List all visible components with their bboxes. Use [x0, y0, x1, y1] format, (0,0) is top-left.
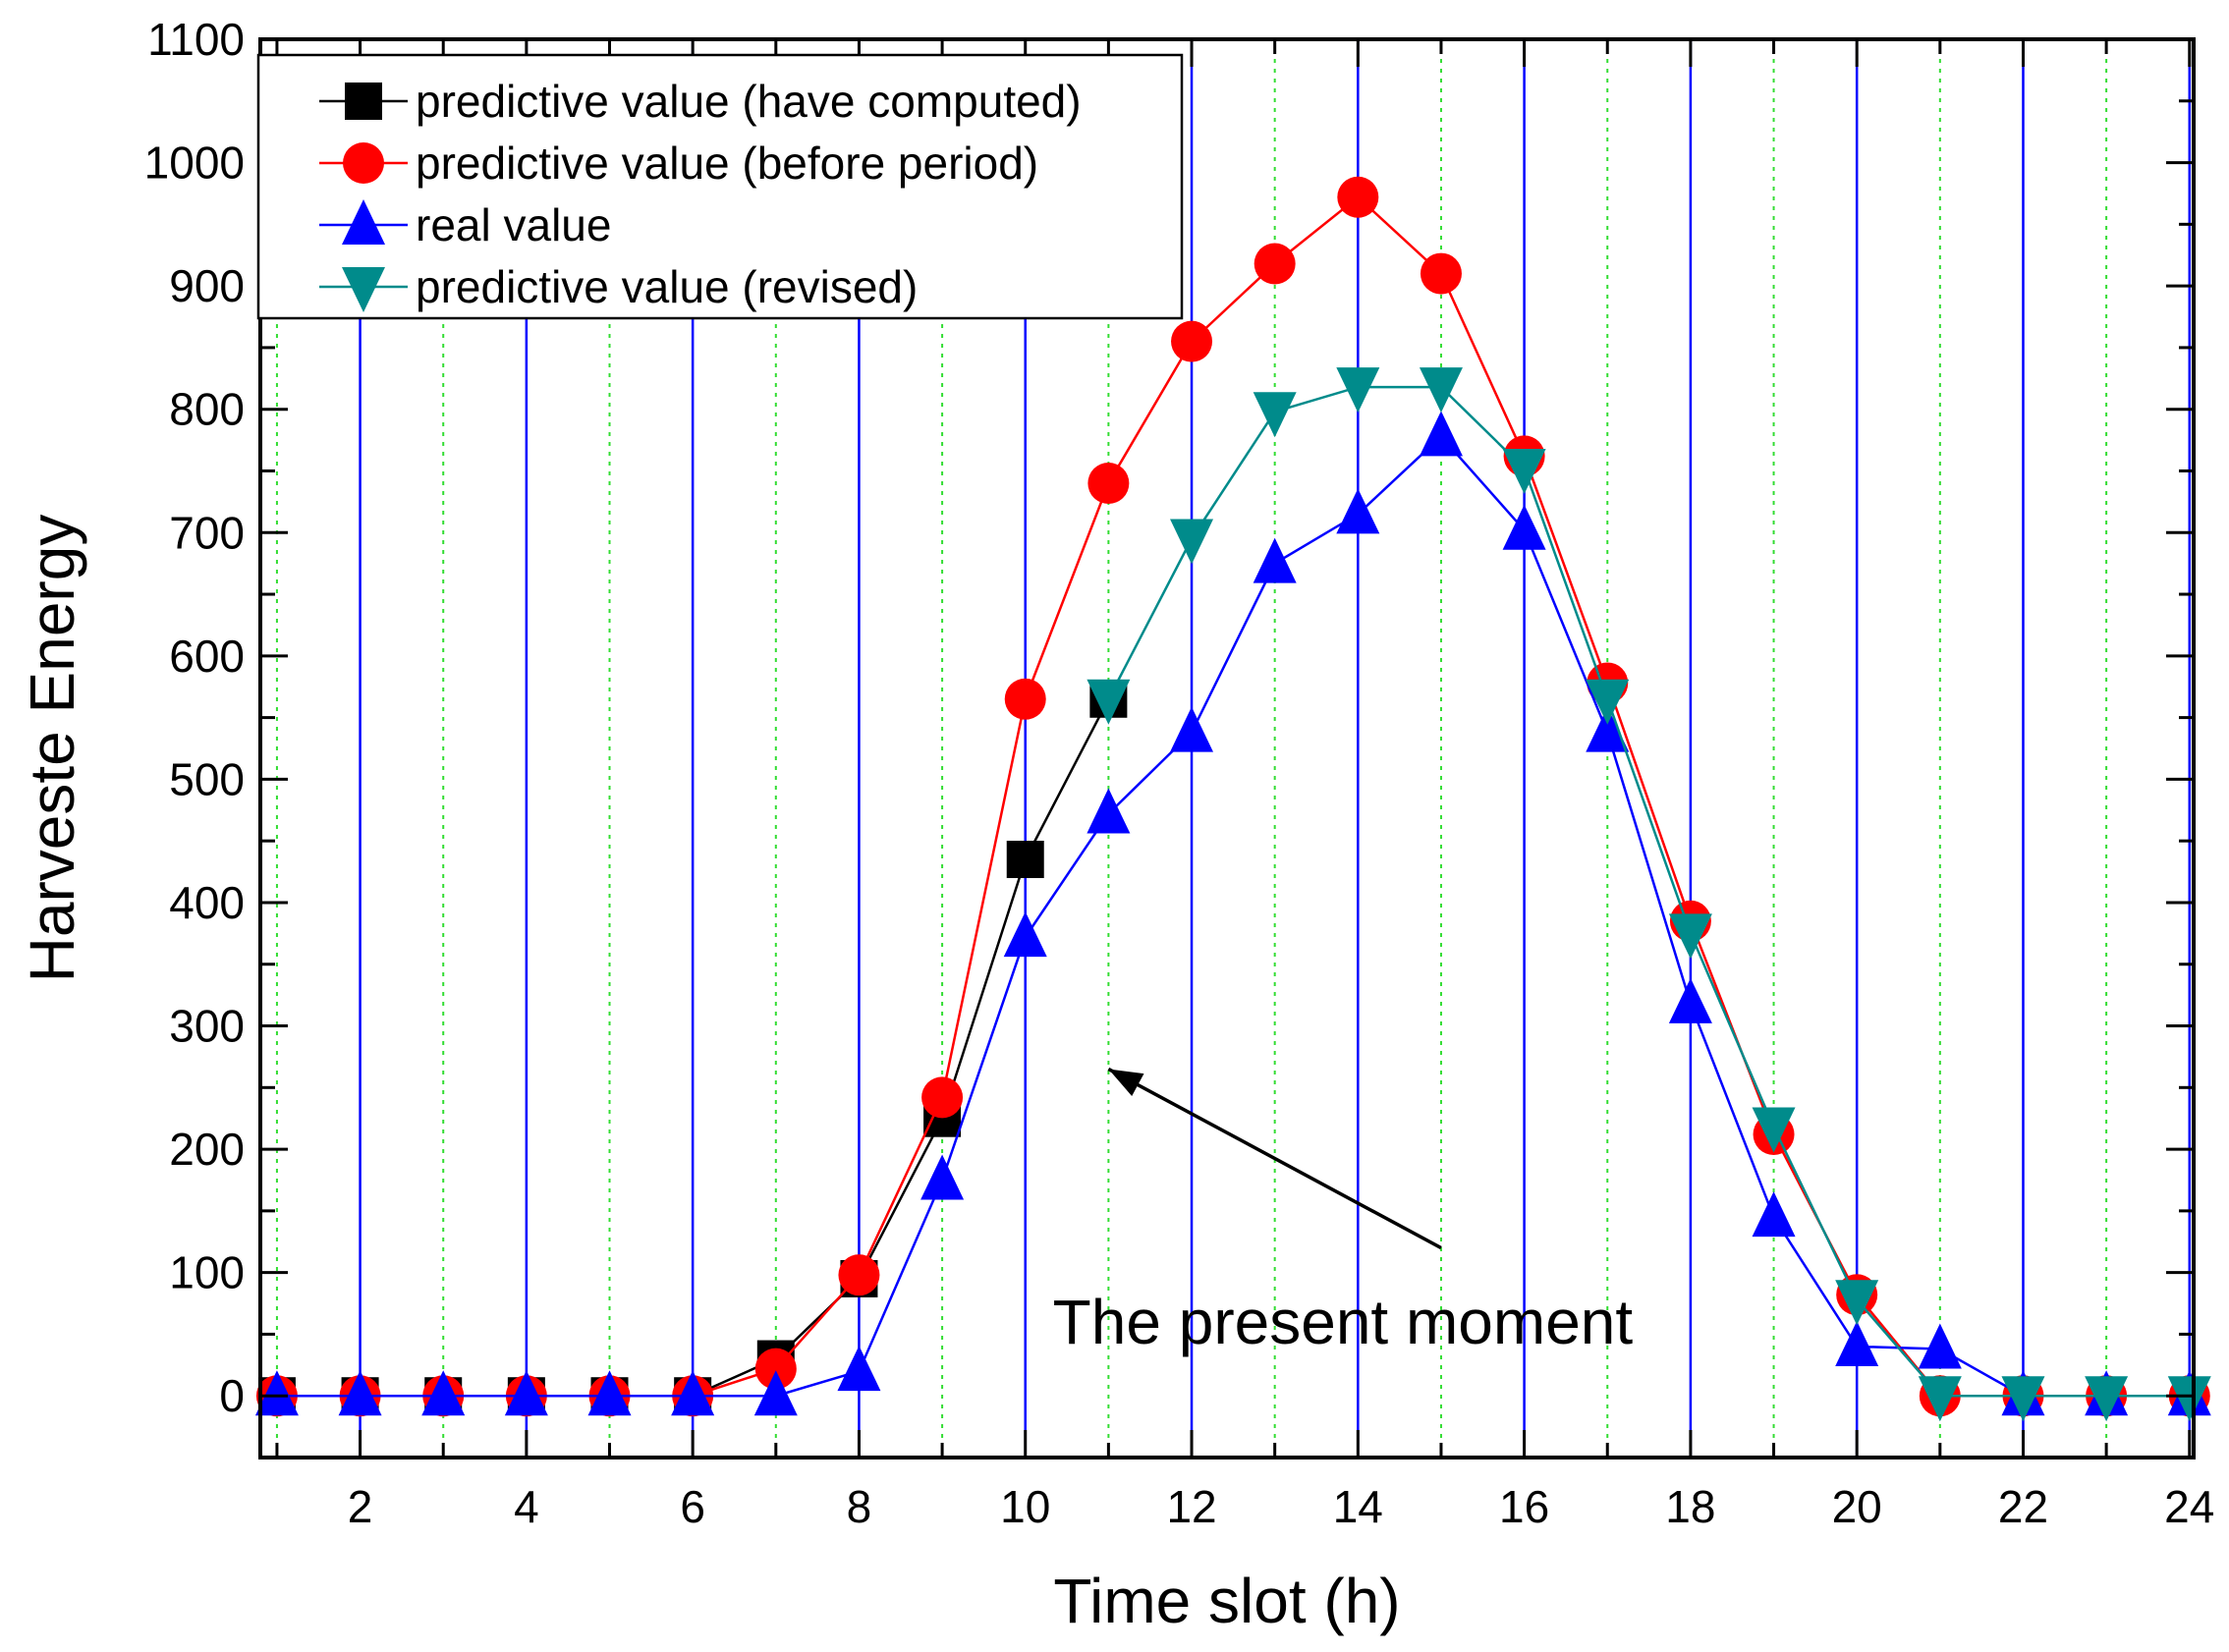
data-point — [921, 1076, 964, 1119]
data-point — [2167, 1376, 2211, 1422]
y-tick-label: 700 — [169, 507, 245, 558]
data-point — [1170, 519, 1214, 565]
annotation-label: The present moment — [1053, 1287, 1634, 1357]
annotation-arrow-line — [1107, 1067, 1442, 1250]
data-point — [1087, 679, 1131, 725]
x-tick-label: 2 — [348, 1481, 373, 1532]
data-point — [587, 1370, 632, 1416]
series-line — [276, 434, 2190, 1398]
y-tick-label: 1000 — [144, 138, 245, 189]
data-point — [1337, 176, 1379, 218]
y-tick-label: 800 — [169, 384, 245, 435]
series-3 — [254, 411, 2211, 1416]
legend-entry: predictive value (have computed) — [416, 76, 1082, 127]
legend-marker — [345, 83, 382, 120]
y-tick-label: 100 — [169, 1247, 245, 1298]
data-point — [1835, 1280, 1879, 1326]
y-tick-label: 300 — [169, 1001, 245, 1052]
data-point — [504, 1370, 548, 1416]
data-point — [1253, 392, 1297, 438]
data-point — [1918, 1323, 1962, 1369]
y-tick-label: 900 — [169, 260, 245, 311]
x-tick-label: 6 — [680, 1481, 705, 1532]
y-tick-label: 400 — [169, 877, 245, 928]
data-point — [1752, 1107, 1796, 1153]
y-axis-title: Harveste Energy — [17, 515, 87, 983]
data-point — [920, 1154, 965, 1200]
x-tick-label: 22 — [1998, 1481, 2048, 1532]
x-tick-label: 24 — [2164, 1481, 2214, 1532]
data-point — [2001, 1376, 2045, 1422]
data-point — [1253, 537, 1297, 583]
data-point — [753, 1370, 798, 1416]
data-point — [1004, 678, 1046, 720]
annotation: The present moment — [1053, 1067, 1634, 1357]
data-point — [1006, 841, 1044, 879]
y-tick-label: 600 — [169, 631, 245, 682]
x-tick-label: 18 — [1665, 1481, 1715, 1532]
legend-box — [256, 53, 1184, 320]
data-point — [338, 1370, 382, 1416]
y-tick-label: 200 — [169, 1124, 245, 1175]
data-point — [1419, 367, 1463, 413]
y-tick-label: 0 — [219, 1370, 245, 1421]
series-2 — [255, 176, 2210, 1417]
legend-marker — [342, 199, 385, 245]
x-tick-label: 20 — [1832, 1481, 1882, 1532]
data-point — [1668, 913, 1712, 960]
x-tick-label: 16 — [1499, 1481, 1549, 1532]
x-tick-label: 12 — [1166, 1481, 1216, 1532]
data-point — [2085, 1376, 2129, 1422]
data-point — [1336, 488, 1380, 534]
data-point — [1336, 367, 1380, 413]
x-tick-label: 8 — [847, 1481, 872, 1532]
legend: predictive value (have computed) predicti… — [256, 53, 1184, 320]
data-point — [1502, 504, 1546, 550]
x-tick-label: 10 — [1000, 1481, 1050, 1532]
data-point — [1586, 679, 1630, 725]
legend-entry: predictive value (before period) — [416, 138, 1038, 189]
data-point — [1918, 1376, 1962, 1422]
data-point — [1502, 448, 1546, 494]
data-point — [837, 1346, 881, 1392]
data-point — [1254, 243, 1296, 285]
x-axis-title: Time slot (h) — [1053, 1566, 1400, 1636]
data-point — [1087, 463, 1130, 505]
data-point — [1752, 1191, 1796, 1238]
data-point — [1586, 706, 1630, 752]
series-line — [276, 195, 2190, 1398]
data-point — [1170, 706, 1214, 752]
data-point — [1419, 411, 1463, 457]
series-layer — [254, 176, 2211, 1422]
data-point — [421, 1370, 466, 1416]
series-line — [1107, 385, 2190, 1398]
x-tick-label: 4 — [514, 1481, 539, 1532]
x-tick-label: 14 — [1333, 1481, 1383, 1532]
legend-entry: real value — [416, 199, 611, 250]
legend-marker — [343, 142, 384, 184]
data-point — [838, 1254, 880, 1296]
data-point — [1420, 252, 1462, 295]
legend-entry: predictive value (revised) — [416, 261, 918, 312]
plot-frame — [258, 37, 2196, 1459]
data-point — [1087, 788, 1131, 834]
data-point — [1835, 1320, 1879, 1366]
legend-marker — [342, 267, 385, 312]
y-tick-label: 500 — [169, 753, 245, 804]
annotation-arrow-head — [1108, 1069, 1144, 1097]
data-point — [754, 1348, 797, 1390]
data-point — [254, 1370, 299, 1416]
data-point — [1003, 911, 1047, 958]
data-point — [671, 1370, 715, 1416]
y-tick-label: 1100 — [147, 14, 245, 65]
series-4 — [1087, 367, 2211, 1422]
data-point — [1171, 320, 1213, 362]
data-point — [1668, 977, 1712, 1023]
